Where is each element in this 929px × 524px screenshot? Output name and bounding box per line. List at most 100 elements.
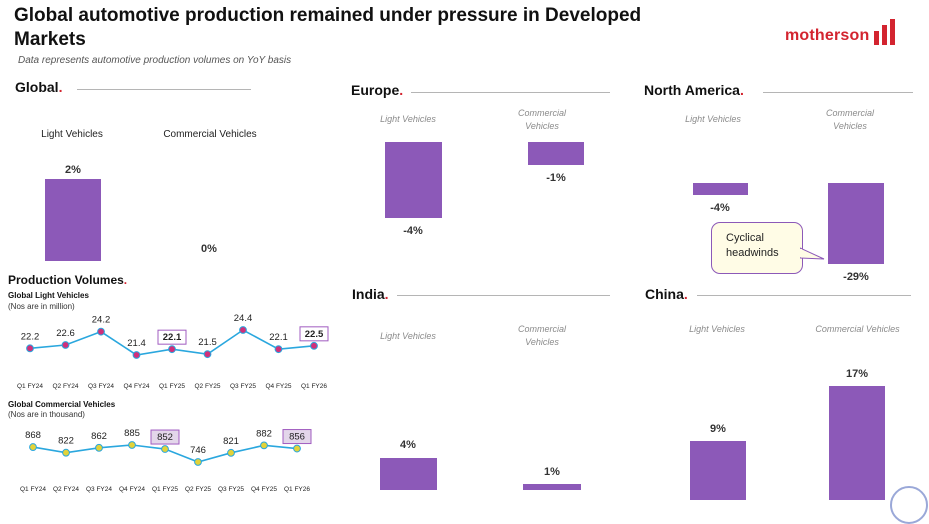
x-tick-label: Q3 FY24	[86, 486, 112, 493]
data-point	[274, 345, 283, 354]
highlight-box	[299, 326, 329, 342]
callout-pointer	[800, 247, 825, 260]
data-point	[203, 350, 212, 359]
logo-text: motherson	[785, 27, 870, 44]
data-point	[132, 351, 141, 359]
highlight-box	[157, 329, 187, 345]
data-point	[62, 448, 70, 457]
section-title-global: Global.	[15, 79, 63, 95]
china-lv-label: Light Vehicles	[689, 324, 745, 334]
india-cv-bar	[523, 484, 581, 490]
data-label: 822	[58, 436, 74, 447]
x-tick-label: Q3 FY25	[230, 383, 256, 390]
china-lv-value: 9%	[710, 423, 726, 435]
section-divider	[397, 295, 610, 296]
motherson-logo: motherson	[785, 17, 902, 45]
highlight-box	[150, 429, 180, 445]
data-point	[161, 445, 169, 453]
lv-chart-title: Global Light Vehicles	[8, 291, 89, 300]
data-point	[239, 326, 247, 334]
data-label: 21.4	[127, 338, 146, 349]
callout-cyclical-headwinds: Cyclical headwinds	[711, 222, 803, 274]
x-tick-label: Q1 FY26	[284, 486, 310, 493]
data-label: 22.1	[163, 332, 182, 343]
china-cv-label: Commercial Vehicles	[815, 324, 900, 334]
page-subtitle: Data represents automotive production vo…	[18, 55, 292, 66]
x-tick-label: Q4 FY24	[123, 383, 149, 390]
data-point	[95, 443, 103, 452]
europe-cv-label: Commercial Vehicles	[517, 108, 566, 131]
india-cv-label: Commercial Vehicles	[517, 324, 566, 347]
data-label: 22.2	[21, 331, 40, 342]
europe-lv-bar	[385, 142, 442, 218]
india-lv-value: 4%	[400, 439, 416, 451]
na-lv-value: -4%	[710, 202, 730, 214]
section-divider	[411, 92, 610, 93]
data-point	[227, 448, 235, 457]
data-point	[168, 345, 176, 354]
x-tick-label: Q1 FY24	[17, 383, 43, 390]
europe-cv-bar	[528, 142, 584, 165]
data-point	[29, 443, 37, 451]
data-label: 22.1	[269, 332, 288, 343]
data-label: 868	[25, 430, 41, 441]
cv-chart-note: (Nos are in thousand)	[8, 410, 85, 419]
na-cv-bar	[828, 183, 884, 264]
cv-line-chart: 868 Q1 FY24 822 Q2 FY24 862 Q3 FY24 885 Q4 FY24…	[20, 428, 312, 493]
europe-lv-label: Light Vehicles	[380, 114, 436, 124]
global-lv-bar	[45, 179, 101, 261]
x-tick-label: Q2 FY24	[53, 486, 79, 493]
data-label: 24.2	[92, 315, 111, 326]
europe-lv-value: -4%	[403, 225, 423, 237]
data-point	[128, 441, 136, 449]
section-title-india: India.	[352, 286, 389, 302]
data-point	[310, 341, 318, 350]
x-tick-label: Q4 FY25	[265, 383, 291, 390]
section-divider	[697, 295, 911, 296]
india-cv-value: 1%	[544, 466, 560, 478]
china-lv-bar	[690, 441, 746, 500]
na-cv-value: -29%	[843, 271, 869, 283]
x-tick-label: Q2 FY25	[194, 383, 220, 390]
x-tick-label: Q1 FY24	[20, 486, 46, 493]
data-label: 862	[91, 431, 107, 442]
global-cv-label: Commercial Vehicles	[163, 129, 257, 140]
data-label: 885	[124, 428, 140, 439]
data-label: 821	[223, 436, 239, 447]
data-label: 24.4	[234, 313, 253, 324]
x-tick-label: Q2 FY25	[185, 486, 211, 493]
data-point	[61, 341, 70, 349]
na-cv-label: Commercial Vehicles	[825, 108, 874, 131]
data-label: 746	[190, 445, 206, 456]
china-cv-value: 17%	[845, 368, 869, 380]
x-tick-label: Q3 FY24	[88, 383, 114, 390]
lv-line-chart: 22.2 Q1 FY24 22.6 Q2 FY24 24.2 Q3 FY24 21.4 Q4 …	[17, 313, 329, 390]
x-tick-label: Q2 FY24	[52, 383, 78, 390]
x-tick-label: Q1 FY25	[159, 383, 185, 390]
production-volumes-title: Production Volumes.	[8, 273, 128, 287]
x-tick-label: Q3 FY25	[218, 486, 244, 493]
lv-chart-note: (Nos are in million)	[8, 302, 75, 311]
section-title-china: China.	[645, 286, 688, 302]
data-label: 22.5	[305, 329, 324, 340]
data-point	[97, 327, 105, 336]
data-point	[293, 444, 301, 453]
na-lv-label: Light Vehicles	[685, 114, 741, 124]
x-tick-label: Q4 FY25	[251, 486, 277, 493]
x-tick-label: Q1 FY25	[152, 486, 178, 493]
highlight-box	[282, 429, 312, 445]
section-divider	[77, 89, 251, 90]
section-title-europe: Europe.	[351, 82, 404, 98]
section-title-north-america: North America.	[644, 82, 744, 98]
logo-bars-icon	[874, 19, 896, 45]
data-point	[194, 458, 202, 466]
x-tick-label: Q1 FY26	[301, 383, 327, 390]
seal-stamp	[890, 486, 928, 524]
na-lv-bar	[693, 183, 748, 195]
data-label: 856	[289, 432, 305, 443]
data-label: 21.5	[198, 337, 217, 348]
europe-cv-value: -1%	[546, 172, 566, 184]
global-cv-value: 0%	[201, 243, 217, 255]
data-label: 882	[256, 428, 272, 439]
data-point	[260, 441, 268, 450]
